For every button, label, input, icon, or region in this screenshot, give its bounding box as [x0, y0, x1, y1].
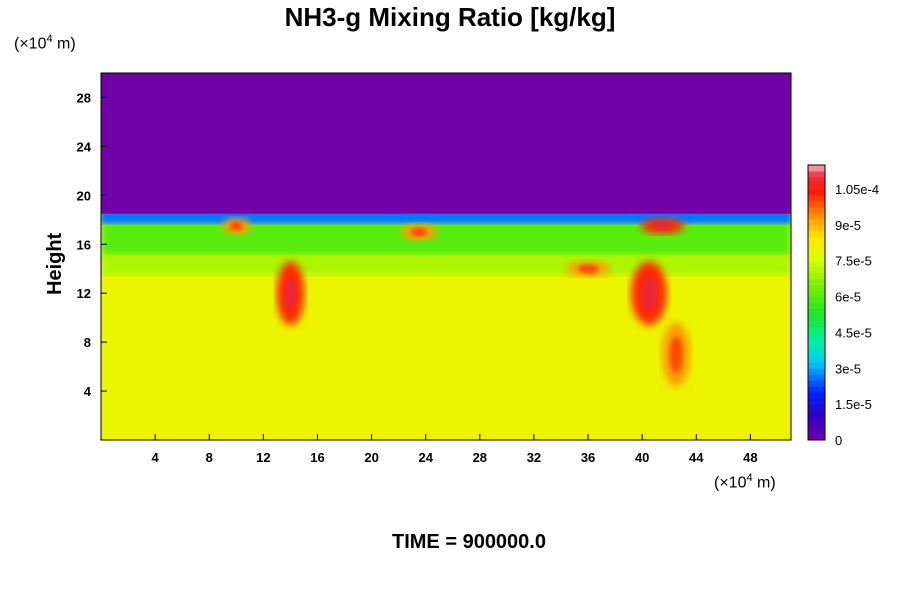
colorbar-swatch	[808, 338, 825, 345]
colorbar-swatch	[808, 266, 825, 274]
y-tick-label: 20	[77, 188, 91, 203]
colorbar-swatch	[808, 398, 825, 405]
colorbar-swatch	[808, 224, 825, 232]
colorbar-swatch	[808, 386, 825, 393]
colorbar-tick-label: 3e-5	[835, 361, 861, 376]
colorbar-swatch	[808, 368, 825, 375]
colorbar-swatch	[808, 176, 825, 184]
colorbar-swatch	[808, 422, 825, 429]
colorbar-swatch	[808, 200, 825, 208]
colorbar-swatch	[808, 248, 825, 256]
y-axis-ticks: 4 8 12 16 20 24 28	[77, 90, 107, 399]
colorbar-swatch	[808, 356, 825, 363]
colorbar-swatch	[808, 428, 825, 435]
colorbar-tick-label: 9e-5	[835, 218, 861, 233]
colorbar: 0 1.5e-5 3e-5 4.5e-5 6e-5 7.5e-5 9e-5 1.05e-4	[807, 164, 879, 448]
colorbar-swatch	[808, 242, 825, 250]
x-tick-label: 20	[364, 450, 378, 465]
colorbar-swatch	[808, 344, 825, 351]
y-tick-label: 12	[77, 286, 91, 301]
colorbar-frame	[807, 164, 826, 441]
colorbar-swatch	[808, 332, 825, 339]
colorbar-swatch	[808, 272, 825, 280]
field-feature-core	[410, 227, 428, 237]
colorbar-swatch	[808, 404, 825, 411]
x-tick-label: 32	[527, 450, 541, 465]
colorbar-swatch	[808, 380, 825, 387]
y-tick-label: 24	[77, 139, 92, 154]
x-tick-label: 44	[689, 450, 704, 465]
colorbar-swatch	[808, 212, 825, 220]
x-tick-label: 8	[206, 450, 213, 465]
colorbar-swatch	[808, 194, 825, 202]
x-tick-label: 24	[418, 450, 433, 465]
colorbar-swatch	[808, 350, 825, 357]
x-tick-label: 28	[473, 450, 487, 465]
field-feature-core	[229, 221, 243, 231]
colorbar-tick-label: 4.5e-5	[835, 325, 872, 340]
colorbar-swatch	[808, 392, 825, 399]
colorbar-swatch	[808, 188, 825, 196]
x-tick-label: 12	[256, 450, 270, 465]
colorbar-swatch	[808, 416, 825, 423]
y-tick-label: 16	[77, 237, 91, 252]
colorbar-swatch	[808, 170, 825, 178]
colorbar-swatch	[808, 278, 825, 286]
layer-band	[101, 256, 791, 275]
colorbar-swatch	[808, 236, 825, 244]
x-tick-label: 16	[310, 450, 324, 465]
colorbar-tick-label: 6e-5	[835, 290, 861, 305]
field-feature-core	[652, 221, 673, 231]
colorbar-tick-label: 7.5e-5	[835, 254, 872, 269]
chart-title: NH3-g Mixing Ratio [kg/kg]	[284, 2, 616, 32]
field-feature-core	[578, 264, 598, 274]
colorbar-swatch	[808, 362, 825, 369]
colorbar-swatch	[808, 218, 825, 226]
upper-layer	[101, 73, 791, 214]
x-tick-label: 48	[743, 450, 757, 465]
colorbar-swatch	[808, 182, 825, 190]
x-axis-unit: (×104 m)	[714, 472, 776, 492]
x-tick-label: 36	[581, 450, 595, 465]
colorbar-swatch	[808, 374, 825, 381]
colorbar-swatch	[808, 165, 825, 172]
colorbar-swatch	[808, 434, 825, 441]
colorbar-swatch	[808, 314, 825, 321]
colorbar-swatch	[808, 206, 825, 214]
colorbar-swatch	[808, 290, 825, 298]
colorbar-swatch	[808, 296, 825, 303]
colorbar-swatch	[808, 302, 825, 309]
y-axis-unit: (×104 m)	[14, 33, 76, 53]
y-tick-label: 8	[84, 335, 91, 350]
field-feature-core	[669, 336, 683, 372]
colorbar-swatch	[808, 284, 825, 292]
colorbar-swatch	[808, 254, 825, 262]
x-tick-label: 4	[152, 450, 160, 465]
time-label: TIME = 900000.0	[392, 531, 546, 553]
plot-area	[101, 73, 791, 440]
x-tick-label: 40	[635, 450, 649, 465]
field-feature-core	[284, 275, 297, 311]
colorbar-swatch	[808, 326, 825, 333]
colorbar-tick-label: 1.05e-4	[835, 182, 879, 197]
field-feature-core	[640, 275, 658, 311]
layer-band	[101, 219, 791, 257]
colorbar-tick-label: 1.5e-5	[835, 397, 872, 412]
y-tick-label: 4	[84, 384, 92, 399]
colorbar-swatch	[808, 230, 825, 238]
colorbar-swatch	[808, 320, 825, 327]
colorbar-swatch	[808, 410, 825, 417]
x-axis-ticks: 4 8 12 16 20 24 28 32 36 40 44 48	[152, 434, 758, 465]
plot-frame	[100, 72, 792, 441]
colorbar-swatch	[808, 308, 825, 315]
colorbar-tick-label: 0	[835, 433, 842, 448]
y-tick-label: 28	[77, 90, 91, 105]
colorbar-swatch	[808, 260, 825, 268]
